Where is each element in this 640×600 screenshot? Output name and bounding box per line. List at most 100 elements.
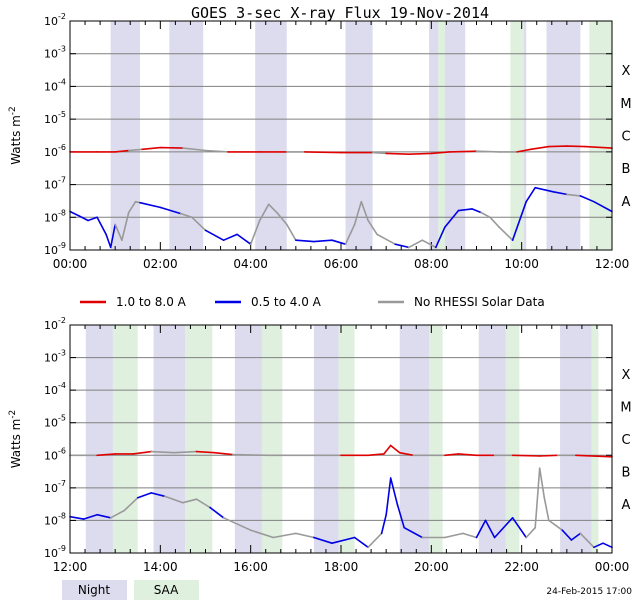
short-channel-point — [579, 195, 582, 197]
short-channel-point — [394, 243, 397, 246]
short-channel-segment — [395, 243, 409, 249]
long-channel-point — [529, 148, 532, 151]
short-channel-point — [114, 223, 116, 226]
y-axis-label-exponent: -2 — [8, 106, 18, 115]
short-channel-point — [462, 532, 464, 535]
short-channel-segment — [249, 203, 297, 245]
long-channel-segment — [97, 450, 152, 457]
long-channel-point — [227, 151, 229, 153]
x-tick-label: 12:00 — [595, 257, 630, 271]
y-tick-exponent: -7 — [58, 176, 66, 185]
y-tick-label: 10-5 — [44, 414, 66, 430]
night-band — [560, 325, 592, 553]
short-channel-point — [407, 246, 410, 249]
saa-band — [429, 325, 443, 553]
band-legend-label: Night — [78, 583, 111, 597]
y-tick-exponent: -9 — [58, 241, 66, 250]
short-channel-point — [164, 495, 166, 498]
long-channel-point — [258, 151, 261, 153]
short-channel-segment — [367, 532, 383, 548]
x-tick-label: 10:00 — [504, 257, 539, 271]
long-channel-point — [127, 149, 130, 152]
short-channel-segment — [422, 532, 477, 539]
short-channel-point — [538, 467, 541, 470]
flare-class-label: C — [621, 433, 630, 448]
short-channel-point — [444, 226, 446, 228]
y-tick-label: 10-4 — [44, 77, 66, 93]
long-channel-point — [96, 151, 98, 153]
long-channel-point — [493, 454, 496, 457]
short-channel-point — [421, 239, 424, 241]
plot-frame — [69, 324, 613, 554]
short-channel-point — [376, 233, 378, 236]
y-tick-exponent: -6 — [58, 143, 66, 152]
y-axis-label: Watts m-2 — [8, 106, 23, 165]
long-channel-segment — [372, 151, 387, 155]
long-channel-point — [398, 451, 401, 454]
short-channel-point — [331, 239, 333, 241]
short-channel-segment — [525, 467, 563, 539]
y-tick-base: 10 — [44, 417, 58, 430]
short-channel-point — [593, 546, 595, 549]
long-channel-segment — [575, 454, 613, 458]
y-axis-label-exponent: -2 — [8, 410, 18, 419]
short-channel-point — [123, 509, 125, 512]
y-tick-exponent: -7 — [58, 479, 66, 488]
night-band — [429, 21, 466, 250]
long-channel-point — [195, 450, 198, 453]
short-channel-point — [547, 519, 550, 522]
short-channel-point — [87, 219, 89, 222]
short-channel-segment — [313, 536, 369, 548]
short-channel-point — [150, 492, 153, 494]
saa-band — [438, 21, 445, 250]
y-tick-base: 10 — [44, 482, 58, 495]
long-channel-point — [475, 454, 478, 457]
y-tick-base: 10 — [44, 449, 58, 462]
long-channel-point — [407, 153, 410, 155]
y-tick-base: 10 — [44, 547, 58, 560]
short-channel-segment — [344, 200, 396, 245]
short-channel-segment — [480, 211, 514, 241]
y-tick-base: 10 — [44, 80, 58, 93]
short-channel-point — [96, 513, 98, 516]
long-channel-segment — [517, 145, 613, 153]
y-tick-exponent: -4 — [58, 381, 66, 390]
night-band — [85, 325, 113, 553]
long-channel-point — [132, 453, 135, 455]
short-channel-point — [493, 536, 496, 539]
legend-label: No RHESSI Solar Data — [414, 295, 545, 309]
flare-class-label: X — [622, 64, 631, 79]
x-tick-label: 04:00 — [233, 257, 268, 271]
short-channel-point — [389, 477, 392, 479]
short-channel-point — [134, 200, 137, 203]
short-channel-point — [480, 211, 482, 214]
short-channel-point — [82, 518, 85, 520]
long-channel-point — [340, 151, 342, 154]
y-tick-exponent: -3 — [58, 349, 66, 358]
short-channel-point — [313, 536, 315, 539]
long-channel-point — [457, 453, 460, 455]
y-tick-label: 10-3 — [44, 349, 66, 365]
long-channel-segment — [444, 453, 495, 457]
y-tick-label: 10-2 — [44, 316, 66, 332]
short-channel-point — [96, 216, 98, 219]
y-tick-base: 10 — [44, 15, 58, 28]
y-tick-base: 10 — [44, 352, 58, 365]
long-channel-point — [498, 151, 500, 153]
long-channel-point — [430, 152, 433, 155]
short-channel-point — [286, 223, 288, 226]
short-channel-point — [511, 239, 514, 241]
short-channel-point — [267, 203, 270, 206]
night-band — [234, 325, 262, 553]
y-tick-label: 10-5 — [44, 110, 66, 126]
short-channel-point — [457, 209, 460, 212]
long-channel-point — [96, 454, 98, 457]
y-tick-base: 10 — [44, 179, 58, 192]
y-tick-exponent: -3 — [58, 45, 66, 54]
long-channel-point — [304, 454, 306, 457]
long-channel-point — [150, 450, 153, 453]
long-channel-point — [182, 147, 184, 149]
short-channel-point — [475, 536, 478, 539]
short-channel-point — [525, 200, 527, 203]
long-channel-segment — [304, 151, 373, 154]
